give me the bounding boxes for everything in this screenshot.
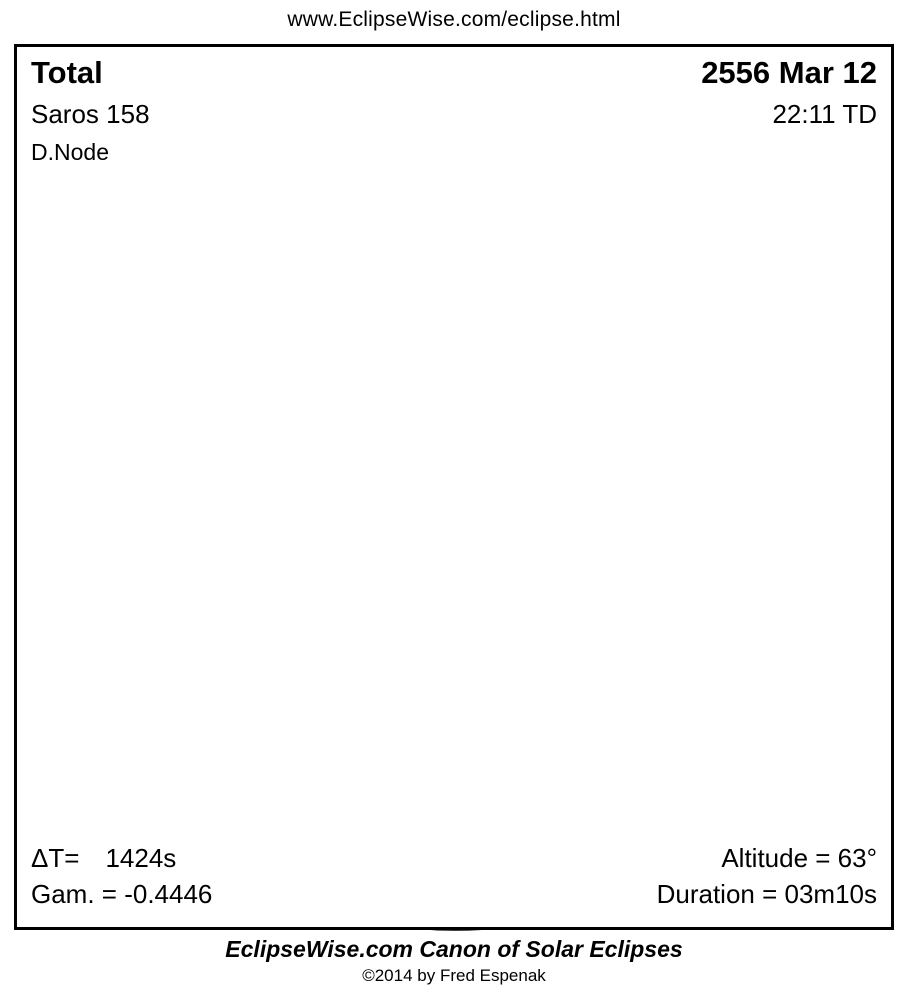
delta-t-label: ΔT= 1424s bbox=[31, 843, 176, 874]
map-frame: Total Saros 158 D.Node 2556 Mar 12 22:11… bbox=[14, 44, 894, 930]
delta-t-value: 1424s bbox=[105, 843, 177, 873]
gamma-label: Gam. = -0.4446 bbox=[31, 879, 213, 909]
delta-t-key: ΔT= bbox=[31, 843, 80, 873]
eclipse-date-label: 2556 Mar 12 bbox=[701, 55, 877, 90]
saros-label: Saros 158 bbox=[31, 99, 150, 129]
header-url: www.EclipseWise.com/eclipse.html bbox=[287, 8, 621, 31]
eclipse-type-label: Total bbox=[31, 55, 103, 90]
eclipse-time-label: 22:11 TD bbox=[772, 99, 877, 129]
altitude-label: Altitude = 63° bbox=[721, 843, 877, 873]
footer-series-title: EclipseWise.com Canon of Solar Eclipses bbox=[225, 936, 683, 962]
node-label: D.Node bbox=[31, 139, 109, 165]
footer-copyright: ©2014 by Fred Espenak bbox=[362, 966, 546, 985]
duration-label: Duration = 03m10s bbox=[656, 879, 877, 909]
